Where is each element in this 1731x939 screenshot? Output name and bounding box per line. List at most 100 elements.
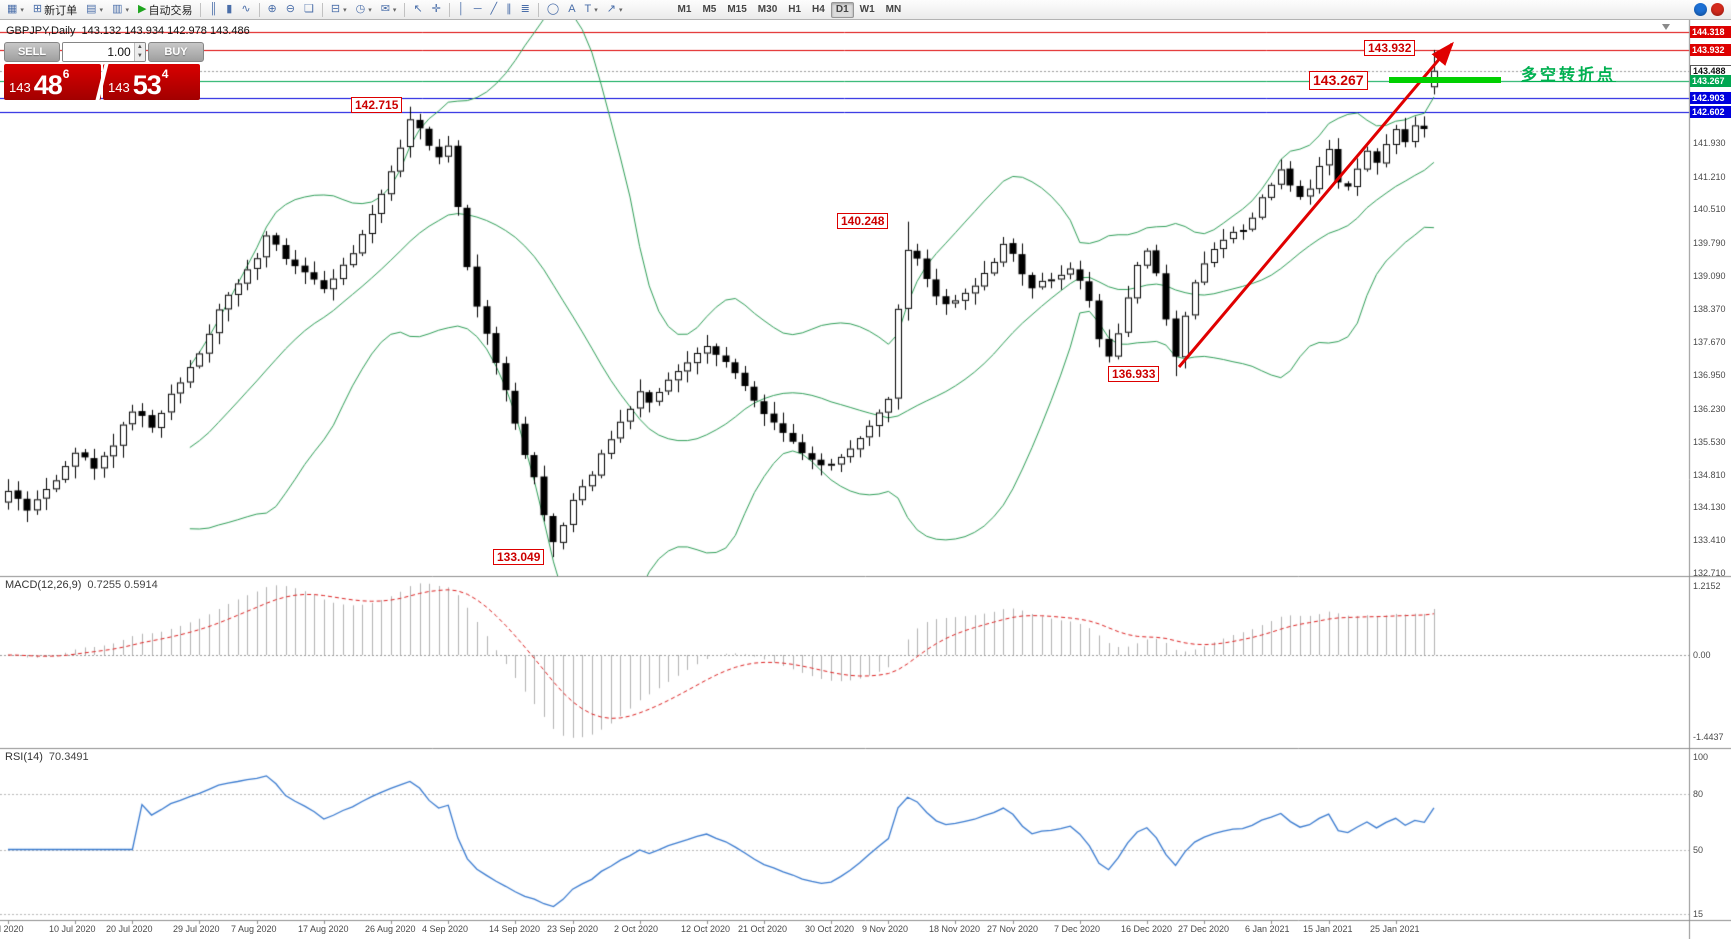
cursor-icon: ↖ bbox=[413, 3, 423, 15]
timeframe-h1-button[interactable]: H1 bbox=[783, 2, 806, 18]
dropdown-caret-icon: ▾ bbox=[343, 6, 347, 14]
date-axis-label: 7 Aug 2020 bbox=[231, 924, 277, 934]
turning-point-highlight[interactable] bbox=[1389, 77, 1501, 83]
horizontal-line-icon[interactable]: ─ bbox=[470, 1, 486, 18]
arrows-icon: ↗ bbox=[606, 3, 617, 15]
profiles-icon[interactable]: ▤ ▾ bbox=[82, 1, 107, 18]
indicators-icon[interactable]: ⊟ ▾ bbox=[327, 1, 351, 18]
toolbar-separator bbox=[537, 2, 539, 17]
volume-input[interactable] bbox=[63, 43, 134, 61]
price-scale-label: 141.210 bbox=[1693, 172, 1726, 182]
chart-shift-marker-icon[interactable] bbox=[1662, 24, 1670, 30]
timeframe-mn-button[interactable]: MN bbox=[881, 2, 907, 18]
price-annotation[interactable]: 133.049 bbox=[493, 549, 545, 565]
arrows-icon[interactable]: ↗ ▾ bbox=[603, 1, 627, 18]
timeframe-m15-button[interactable]: M15 bbox=[722, 2, 751, 18]
toolbar-separator bbox=[200, 2, 202, 17]
price-scale-label: 133.410 bbox=[1693, 535, 1726, 545]
timeframe-m1-button[interactable]: M1 bbox=[673, 2, 697, 18]
periods-icon[interactable]: ◷ ▾ bbox=[352, 1, 376, 18]
fibonacci-icon[interactable]: ≣ bbox=[517, 1, 534, 18]
sell-price-big: 48 bbox=[33, 70, 63, 100]
date-axis-label: 7 Dec 2020 bbox=[1054, 924, 1101, 934]
charts-view-icon[interactable]: ▥ ▾ bbox=[108, 1, 133, 18]
bars-chart-icon[interactable]: ║ bbox=[205, 1, 221, 18]
turning-point-label[interactable]: 多空转折点 bbox=[1521, 67, 1617, 84]
toolbar-separator bbox=[448, 2, 450, 17]
sell-button[interactable]: SELL bbox=[4, 42, 60, 62]
dropdown-caret-icon: ▾ bbox=[619, 6, 623, 14]
dropdown-caret-icon: ▾ bbox=[125, 6, 129, 14]
buy-price-display[interactable]: 143 53 4 bbox=[103, 64, 200, 100]
vertical-line-icon[interactable]: │ bbox=[454, 1, 469, 18]
volume-increase-button[interactable]: ▲ bbox=[136, 44, 143, 50]
zoom-in-icon[interactable]: ⊕ bbox=[264, 1, 281, 18]
date-axis-label: 12 Oct 2020 bbox=[681, 924, 731, 934]
trade-controls-row: SELL ▲ ▼ BUY bbox=[4, 42, 204, 62]
candlestick-chart-icon[interactable]: ▮ bbox=[222, 1, 236, 18]
auto-trading-button[interactable]: ▶ 自动交易 bbox=[134, 1, 196, 18]
timeframe-w1-button[interactable]: W1 bbox=[855, 2, 880, 18]
date-axis-label: 27 Dec 2020 bbox=[1178, 924, 1230, 934]
templates-icon[interactable]: ✉ ▾ bbox=[377, 1, 401, 18]
price-annotation[interactable]: 142.715 bbox=[351, 97, 403, 113]
price-annotation[interactable]: 136.933 bbox=[1108, 366, 1160, 382]
date-axis-label: 6 Jan 2021 bbox=[1245, 924, 1290, 934]
rsi-scale-label: 80 bbox=[1693, 789, 1704, 799]
timeframe-h4-button[interactable]: H4 bbox=[807, 2, 830, 18]
community-blue-icon[interactable] bbox=[1694, 3, 1707, 16]
date-axis-label: 25 Jan 2021 bbox=[1370, 924, 1420, 934]
price-annotation[interactable]: 143.267 bbox=[1309, 71, 1368, 90]
bars-chart-icon: ║ bbox=[209, 3, 218, 15]
line-chart-icon[interactable]: ∿ bbox=[237, 1, 254, 18]
date-axis-label: 17 Aug 2020 bbox=[298, 924, 349, 934]
timeframe-m30-button[interactable]: M30 bbox=[753, 2, 782, 18]
new-order-icon: ⊞ bbox=[32, 3, 43, 15]
buy-button[interactable]: BUY bbox=[148, 42, 204, 62]
price-annotation[interactable]: 143.932 bbox=[1364, 40, 1416, 56]
date-axis-label: 20 Jul 2020 bbox=[106, 924, 153, 934]
cursor-icon[interactable]: ↖ bbox=[409, 1, 426, 18]
text-icon[interactable]: A bbox=[564, 1, 579, 18]
price-scale-label: 135.530 bbox=[1693, 437, 1726, 447]
equidistant-channel-icon[interactable]: ∥ bbox=[502, 1, 516, 18]
price-marker-143-267: 143.267 bbox=[1690, 75, 1731, 87]
buy-price-prefix: 143 bbox=[108, 80, 130, 95]
templates-icon: ✉ bbox=[380, 3, 390, 15]
periods-icon: ◷ bbox=[355, 3, 366, 15]
chart-symbol-header: GBPJPY,Daily 143.132 143.934 142.978 143.… bbox=[6, 25, 250, 37]
price-annotation[interactable]: 140.248 bbox=[837, 213, 889, 229]
macd-indicator-header: MACD(12,26,9) 0.7255 0.5914 bbox=[5, 579, 158, 591]
date-axis-label: 1 Jul 2020 bbox=[0, 924, 24, 934]
rsi-scale-label: 100 bbox=[1693, 752, 1709, 762]
timeframe-m5-button[interactable]: M5 bbox=[697, 2, 721, 18]
sell-price-display[interactable]: 143 48 6 bbox=[4, 64, 101, 100]
auto-trading-icon: ▶ bbox=[137, 3, 147, 15]
trendline-icon[interactable]: ╱ bbox=[487, 1, 502, 18]
price-scale-label: 138.370 bbox=[1693, 304, 1726, 314]
date-axis-label: 29 Jul 2020 bbox=[173, 924, 220, 934]
ellipse-icon: ◯ bbox=[546, 3, 560, 15]
vertical-line-icon: │ bbox=[457, 3, 465, 15]
price-scale-label: 134.130 bbox=[1693, 502, 1726, 512]
record-red-icon[interactable] bbox=[1711, 3, 1724, 16]
timeframe-d1-button[interactable]: D1 bbox=[830, 1, 854, 18]
new-order-button[interactable]: ⊞ 新订单 bbox=[29, 1, 81, 18]
zoom-out-icon[interactable]: ⊖ bbox=[282, 1, 299, 18]
tile-windows-icon[interactable]: ❏ bbox=[300, 1, 318, 18]
price-scale-label: 136.230 bbox=[1693, 404, 1726, 414]
price-scale-label: 132.710 bbox=[1693, 568, 1726, 578]
price-marker-144-318: 144.318 bbox=[1690, 26, 1731, 38]
crosshair-icon[interactable]: ✛ bbox=[428, 1, 445, 18]
sell-price-prefix: 143 bbox=[9, 80, 31, 95]
volume-decrease-button[interactable]: ▼ bbox=[136, 53, 143, 59]
price-chart-canvas[interactable] bbox=[0, 20, 1731, 939]
price-scale-label: 134.810 bbox=[1693, 470, 1726, 480]
ellipse-icon[interactable]: ◯ bbox=[543, 1, 563, 18]
price-display-row: 143 48 6 143 53 4 bbox=[4, 64, 204, 100]
text-label-icon[interactable]: T ▾ bbox=[581, 1, 602, 18]
new-chart-icon[interactable]: ▦ ▾ bbox=[3, 1, 28, 18]
date-axis-label: 2 Oct 2020 bbox=[614, 924, 659, 934]
price-scale-label: 139.790 bbox=[1693, 238, 1726, 248]
crosshair-icon: ✛ bbox=[431, 3, 441, 15]
